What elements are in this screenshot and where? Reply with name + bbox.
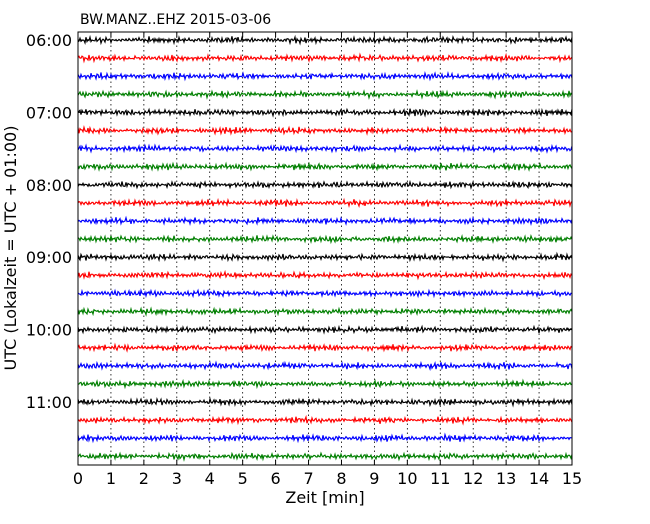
x-tick-label: 10 <box>397 469 417 488</box>
x-tick-label: 11 <box>430 469 450 488</box>
seismic-traces <box>77 34 573 462</box>
trace-4 <box>77 107 573 118</box>
x-tick-label: 4 <box>205 469 215 488</box>
trace-22 <box>77 432 573 444</box>
x-tick-label: 13 <box>496 469 516 488</box>
vertical-gridlines <box>110 32 540 465</box>
x-tick-label: 2 <box>139 469 149 488</box>
x-axis-ticks: 0 1 2 3 4 5 6 7 8 9 10 11 12 13 14 15 <box>73 32 582 488</box>
x-tick-label: 1 <box>106 469 116 488</box>
x-axis-label: Zeit [min] <box>285 488 364 507</box>
plot-frame <box>77 31 573 466</box>
x-tick-label: 3 <box>172 469 182 488</box>
x-tick-label: 5 <box>238 469 248 488</box>
trace-20 <box>77 396 573 408</box>
chart-title: BW.MANZ..EHZ 2015-03-06 <box>80 12 271 28</box>
trace-21 <box>77 414 573 426</box>
y-tick-label: 09:00 <box>26 248 72 267</box>
y-tick-label: 08:00 <box>26 176 72 195</box>
y-tick-label: 11:00 <box>26 393 72 412</box>
trace-6 <box>77 143 573 154</box>
x-tick-label: 9 <box>369 469 379 488</box>
y-tick-label: 07:00 <box>26 103 72 122</box>
trace-5 <box>77 124 573 136</box>
x-tick-label: 7 <box>303 469 313 488</box>
y-tick-label: 06:00 <box>26 31 72 50</box>
trace-7 <box>77 161 573 172</box>
x-tick-label: 15 <box>562 469 582 488</box>
trace-9 <box>77 197 573 208</box>
trace-3 <box>77 89 573 101</box>
y-axis-ticks: 06:00 07:00 08:00 09:00 10:00 11:00 <box>26 31 572 412</box>
y-axis-label: UTC (Lokalzeit = UTC + 01:00) <box>1 126 20 371</box>
x-tick-label: 14 <box>529 469 549 488</box>
trace-23 <box>77 451 573 462</box>
trace-13 <box>77 269 573 281</box>
trace-17 <box>77 342 573 353</box>
x-tick-label: 12 <box>463 469 483 488</box>
trace-8 <box>77 179 573 190</box>
x-tick-label: 0 <box>73 469 83 488</box>
trace-15 <box>77 306 573 317</box>
trace-2 <box>77 71 573 82</box>
trace-18 <box>77 360 573 372</box>
trace-10 <box>77 215 573 227</box>
trace-16 <box>77 324 573 335</box>
trace-19 <box>77 378 573 390</box>
trace-1 <box>77 52 573 64</box>
trace-0 <box>77 34 573 46</box>
x-tick-label: 6 <box>271 469 281 488</box>
trace-14 <box>77 288 573 299</box>
y-tick-label: 10:00 <box>26 321 72 340</box>
trace-11 <box>77 234 573 245</box>
trace-12 <box>77 251 573 263</box>
x-tick-label: 8 <box>336 469 346 488</box>
